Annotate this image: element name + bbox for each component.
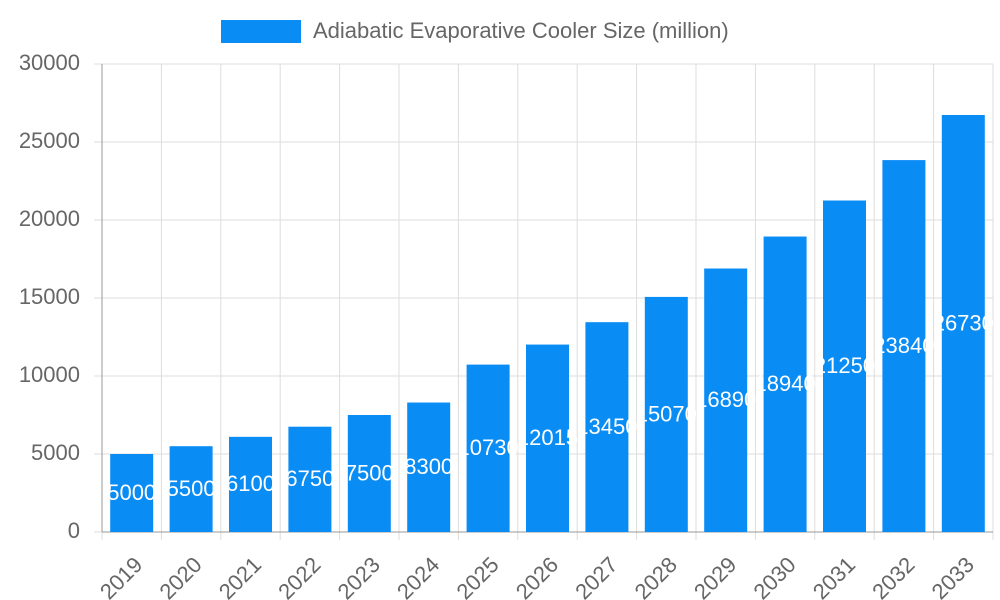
x-tick-label: 2022	[273, 552, 325, 600]
data-label: 6100	[226, 471, 275, 496]
bar	[110, 454, 154, 532]
legend-swatch	[221, 20, 301, 43]
y-tick-label: 0	[68, 518, 80, 543]
x-tick-label: 2027	[570, 552, 622, 600]
bar	[585, 322, 629, 532]
x-tick-label: 2032	[867, 552, 919, 600]
y-tick-label: 25000	[19, 128, 80, 153]
x-tick-label: 2028	[630, 552, 682, 600]
data-label: 8300	[404, 454, 453, 479]
bar	[882, 160, 926, 532]
bar	[347, 415, 391, 532]
y-tick-label: 20000	[19, 206, 80, 231]
legend-label: Adiabatic Evaporative Cooler Size (milli…	[313, 18, 729, 43]
y-tick-label: 30000	[19, 50, 80, 75]
data-label: 16890	[695, 387, 756, 412]
x-tick-label: 2021	[214, 552, 266, 600]
bar	[941, 115, 985, 533]
y-tick-label: 10000	[19, 362, 80, 387]
data-label: 12015	[517, 425, 578, 450]
x-tick-label: 2025	[451, 552, 503, 600]
data-label: 15070	[636, 401, 697, 426]
data-label: 10730	[458, 435, 519, 460]
bar	[763, 236, 807, 532]
x-tick-label: 2019	[95, 552, 147, 600]
data-label: 23840	[873, 333, 934, 358]
bar	[526, 344, 569, 532]
data-label: 5500	[167, 476, 216, 501]
data-label: 5000	[107, 480, 156, 505]
bar	[823, 200, 866, 532]
data-label: 21250	[814, 353, 875, 378]
data-label: 13450	[576, 414, 637, 439]
x-tick-label: 2024	[392, 552, 444, 600]
bar	[466, 364, 510, 532]
data-label: 6750	[285, 466, 334, 491]
x-tick-label: 2031	[808, 552, 860, 600]
bar	[288, 426, 332, 532]
y-tick-label: 15000	[19, 284, 80, 309]
bar	[644, 296, 688, 532]
bar	[407, 402, 451, 532]
bar	[169, 446, 213, 532]
bar	[704, 268, 748, 532]
x-tick-label: 2029	[689, 552, 741, 600]
x-tick-label: 2023	[333, 552, 385, 600]
x-tick-label: 2020	[154, 552, 206, 600]
x-tick-label: 2030	[748, 552, 800, 600]
bar	[229, 436, 272, 532]
data-label: 7500	[345, 460, 394, 485]
y-tick-label: 5000	[31, 440, 80, 465]
data-label: 26730	[933, 310, 994, 335]
x-tick-label: 2033	[927, 552, 979, 600]
data-label: 18940	[755, 371, 816, 396]
x-tick-label: 2026	[511, 552, 563, 600]
